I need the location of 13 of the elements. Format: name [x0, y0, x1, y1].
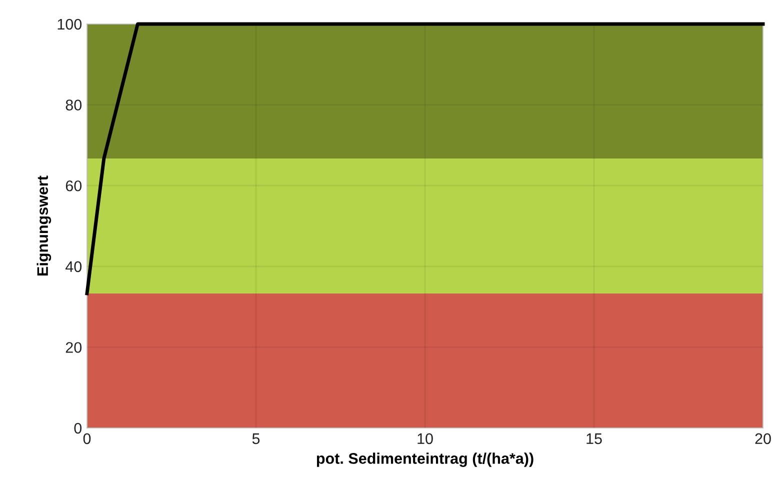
x-tick-label: 20: [755, 433, 771, 444]
x-axis-title: pot. Sedimenteintrag (t/(ha*a)): [316, 452, 534, 467]
y-tick-label: 100: [58, 18, 82, 30]
y-tick-label: 60: [66, 180, 82, 192]
y-tick-label: 40: [66, 261, 82, 272]
x-tick-label: 5: [252, 433, 260, 444]
y-tick-label: 20: [66, 342, 82, 353]
y-tick-label: 0: [74, 422, 82, 434]
y-axis-title: Eignungswert: [36, 176, 52, 276]
x-tick-label: 15: [586, 433, 602, 444]
x-tick-label: 10: [418, 433, 433, 444]
x-tick-label: 0: [83, 433, 91, 444]
y-tick-label: 80: [66, 100, 82, 110]
